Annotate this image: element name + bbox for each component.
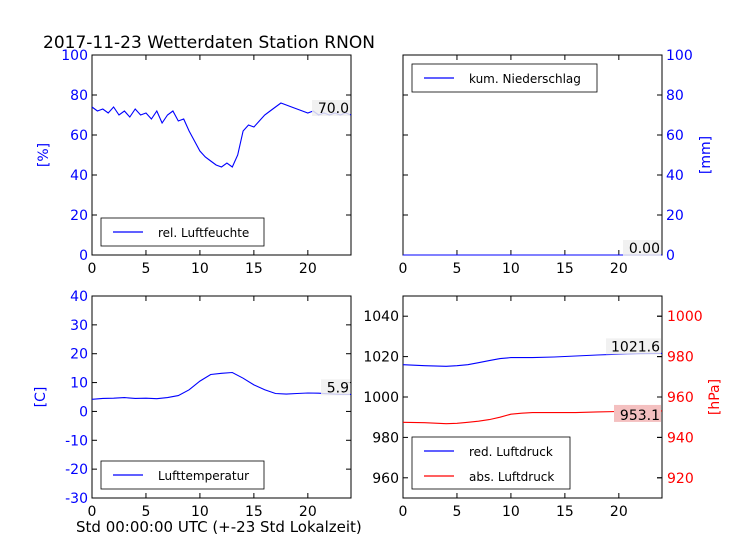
x-tick-label: 15 [245,504,263,520]
annotation-value: 70.0 [318,101,349,117]
annotation-bg [623,240,661,256]
x-tick-label: 20 [610,261,628,277]
y-tick-label: 0 [79,404,88,420]
annotation-bg [312,100,350,116]
x-tick-label: 0 [88,261,97,277]
y-axis-label: [mm] [698,136,714,174]
y-tick-label: 1000 [363,390,399,406]
y2-tick-label: 960 [667,390,694,406]
x-tick-label: 10 [502,504,520,520]
annotation-value: 5.9 [327,380,349,396]
y-axis-label: [%] [36,143,52,167]
x-tick-label: 5 [452,504,461,520]
annotation-value: 0.00 [629,241,660,257]
y-tick-label: 60 [666,128,684,144]
y-tick-label: 0 [79,248,88,264]
y-tick-label: 980 [372,430,399,446]
annotation-bg [606,338,661,355]
y-tick-label: 0 [666,248,675,264]
y-tick-label: -10 [65,433,88,449]
y-tick-label: 10 [70,376,88,392]
annotation-value: 953.1 [620,408,660,424]
series-line [402,410,663,425]
y-tick-label: 20 [70,347,88,363]
y-tick-label: 100 [666,48,693,64]
panel-temperature: 0 5 10 15 20 -30 -20 -10 0 10 20 30 40 [C] Lufttempera… [33,289,352,520]
y-tick-label: 80 [70,88,88,104]
y-tick-label: 40 [70,289,88,305]
plot-frame [91,295,352,499]
y-tick-label: -20 [65,462,88,478]
y-tick-label: 40 [666,168,684,184]
annotation-bg [321,379,350,396]
y-tick-label: 60 [70,128,88,144]
legend-label: red. Luftdruck [469,445,553,459]
x-tick-label: 5 [452,261,461,277]
x-tick-label: 0 [399,261,408,277]
y-tick-label: 20 [70,208,88,224]
y-tick-label: 1040 [363,309,399,325]
series-line [402,352,663,367]
y-tick-label: -30 [65,491,88,507]
y2-tick-label: 920 [667,471,694,487]
y-tick-label: 30 [70,318,88,334]
panel-humidity: 0 5 10 15 20 0 20 40 60 80 100 [%] rel. Luftfeuchte 7… [36,48,352,277]
y-axis-label: [C] [33,387,49,408]
x-tick-label: 15 [556,261,574,277]
x-tick-label: 5 [141,261,150,277]
series-line [91,102,352,168]
x-tick-label: 0 [88,504,97,520]
x-tick-label: 20 [299,261,317,277]
x-tick-label: 20 [610,504,628,520]
y-tick-label: 960 [372,471,399,487]
series-line [91,371,351,400]
figure-title: 2017-11-23 Wetterdaten Station RNON [43,33,375,53]
y-tick-label: 80 [666,88,684,104]
legend-label: abs. Luftdruck [469,470,554,484]
x-tick-label: 15 [245,261,263,277]
annotation-bg [614,404,661,422]
x-tick-label: 20 [299,504,317,520]
panel-precipitation: 0 5 10 15 20 0 20 40 60 80 100 [mm] kum. Niederschla… [399,48,714,277]
x-axis-label: Std 00:00:00 UTC (+-23 Std Lokalzeit) [76,518,362,536]
x-tick-label: 10 [191,504,209,520]
y-tick-label: 20 [666,208,684,224]
plot-frame [91,54,352,256]
y2-tick-label: 980 [667,350,694,366]
legend-label: kum. Niederschlag [469,72,581,86]
y-tick-label: 100 [61,48,88,64]
panel-pressure: 0 5 10 15 20 960 980 1000 1020 1040 920 940 960 980 10… [363,295,723,520]
legend-label: rel. Luftfeuchte [158,226,249,240]
x-tick-label: 10 [502,261,520,277]
x-tick-label: 5 [141,504,150,520]
y-tick-label: 1020 [363,350,399,366]
x-tick-label: 15 [556,504,574,520]
x-tick-label: 0 [399,504,408,520]
y2-tick-label: 1000 [667,309,703,325]
annotation-value: 1021.6 [611,339,660,355]
y-tick-label: 40 [70,168,88,184]
y2-tick-label: 940 [667,430,694,446]
legend-box [411,436,571,490]
y-axis-label: [hPa] [707,379,723,415]
legend-label: Lufttemperatur [158,469,249,483]
x-tick-label: 10 [191,261,209,277]
